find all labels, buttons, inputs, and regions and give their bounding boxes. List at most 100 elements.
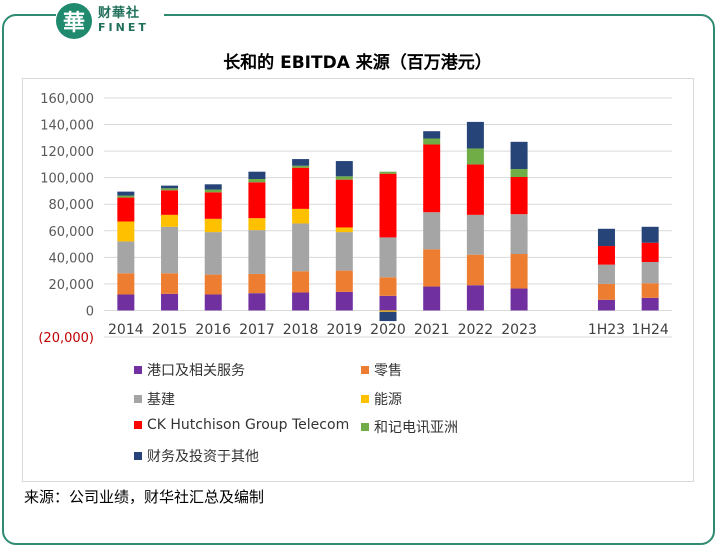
logo-name-cn: 财華社 xyxy=(98,6,141,21)
x-tick-label: 2015 xyxy=(152,322,188,338)
bar-segment xyxy=(292,159,310,166)
bar-segment xyxy=(423,286,441,311)
bar-segment xyxy=(161,188,179,191)
bar-segment xyxy=(379,295,397,311)
x-tick-label: 2016 xyxy=(195,322,231,338)
bar-segment xyxy=(466,285,484,311)
bar-segment xyxy=(204,218,222,233)
bar-segment xyxy=(161,185,179,189)
x-tick-label: 2021 xyxy=(414,322,450,338)
y-tick-label: 160,000 xyxy=(40,92,94,107)
bar-segment xyxy=(335,291,353,311)
bar-segment xyxy=(597,264,615,284)
bar-segment xyxy=(641,226,659,243)
bar-segment xyxy=(335,270,353,292)
bar-segment xyxy=(641,297,659,311)
bar-segment xyxy=(292,208,310,224)
logo-name-en: FINET xyxy=(98,21,149,34)
legend-swatch xyxy=(361,423,369,431)
legend-swatch xyxy=(134,394,142,403)
bar-segment xyxy=(597,299,615,311)
bar-segment xyxy=(204,192,222,219)
x-tick-label: 2018 xyxy=(283,322,319,338)
bar-segment xyxy=(466,164,484,215)
legend-swatch xyxy=(134,366,142,374)
legend-label: 港口及相关服务 xyxy=(147,363,245,379)
bar-segment xyxy=(466,121,484,149)
bar-segment xyxy=(335,227,353,233)
y-tick-label: 100,000 xyxy=(40,172,94,187)
x-axis-labels: 2014 2015 2016 2017 2018 2019 2020 2021 2022 2023… xyxy=(108,322,669,338)
bar-segment xyxy=(204,232,222,275)
legend-label: 能源 xyxy=(374,391,402,408)
bar-segment xyxy=(379,277,397,296)
bar-segment xyxy=(423,138,441,145)
bar-segment xyxy=(466,214,484,255)
legend-swatch xyxy=(134,421,142,429)
bar-segment xyxy=(204,294,222,311)
legend-label: 零售 xyxy=(374,363,402,379)
legend-item: 能源 xyxy=(361,389,402,409)
bar-segment xyxy=(510,169,528,178)
bar-segment xyxy=(466,148,484,165)
y-tick-label: 0 xyxy=(86,304,94,319)
bar-segment xyxy=(379,237,397,278)
bar-segment xyxy=(117,197,135,222)
bar-segment xyxy=(248,273,266,294)
bar-segment xyxy=(379,310,397,312)
bar-segment xyxy=(161,293,179,311)
bar-segment xyxy=(161,226,179,274)
chart-title: 长和的 EBITDA 来源（百万港元） xyxy=(223,53,492,73)
bar-segment xyxy=(510,288,528,311)
bar-segment xyxy=(292,223,310,272)
finet-logo: 華 财華社 FINET xyxy=(56,2,164,40)
bar-segment xyxy=(466,254,484,286)
bar-segment xyxy=(292,271,310,293)
bar-segment xyxy=(248,293,266,311)
bar-segment xyxy=(641,261,659,284)
bar-segment xyxy=(379,311,397,322)
bar-segment xyxy=(597,228,615,247)
x-tick-label: 2023 xyxy=(501,322,537,338)
bar-segment xyxy=(204,189,222,193)
legend-label: 基建 xyxy=(147,391,175,408)
bar-segment xyxy=(335,161,353,177)
y-axis-labels: (20,000) 0 20,000 40,000 60,000 80,000 100,000… xyxy=(38,92,94,346)
bar-segment xyxy=(117,191,135,196)
y-tick-label: (20,000) xyxy=(38,331,94,346)
y-tick-label: 140,000 xyxy=(40,119,94,134)
bar-segment xyxy=(117,195,135,198)
y-tick-label: 60,000 xyxy=(49,225,95,240)
x-tick-label: 1H23 xyxy=(588,322,625,338)
bar-segment xyxy=(423,144,441,213)
bar-segment xyxy=(423,212,441,250)
legend-item: 港口及相关服务 xyxy=(134,360,245,380)
bar-segment xyxy=(335,176,353,180)
bar-segment xyxy=(510,214,528,255)
legend-item: 零售 xyxy=(361,360,402,380)
bar-segment xyxy=(117,241,135,274)
logo-mark: 華 xyxy=(56,3,92,39)
bar-segment xyxy=(161,190,179,215)
legend-label: 和记电讯亚洲 xyxy=(374,420,458,436)
x-tick-label: 2022 xyxy=(458,322,494,338)
legend-swatch xyxy=(134,451,142,460)
bar-segment xyxy=(117,294,135,311)
y-tick-label: 120,000 xyxy=(40,145,94,160)
bar-segment xyxy=(379,173,397,238)
bar-segment xyxy=(248,182,266,219)
source-note: 来源：公司业绩，财华社汇总及编制 xyxy=(24,488,265,506)
bar-segment xyxy=(335,232,353,271)
legend-item: 财务及投资于其他 xyxy=(134,446,259,466)
y-tick-label: 20,000 xyxy=(49,278,95,293)
bar-segment xyxy=(423,249,441,287)
bar-segment xyxy=(510,141,528,170)
bar-segment xyxy=(641,242,659,262)
legend-swatch xyxy=(361,366,369,374)
legend-label: CK Hutchison Group Telecom xyxy=(147,417,350,433)
bar-segment xyxy=(379,171,397,174)
bar-segment xyxy=(248,171,266,179)
bar-segment xyxy=(161,273,179,294)
bar-segment xyxy=(292,292,310,311)
